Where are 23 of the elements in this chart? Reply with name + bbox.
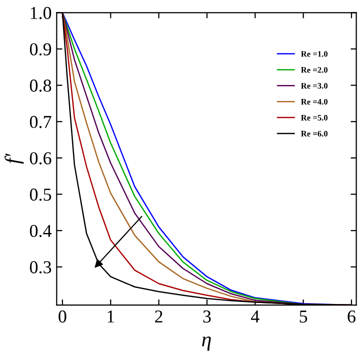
x-axis-title: η	[202, 336, 211, 351]
legend-label: Re =5.0	[301, 114, 328, 121]
legend-label: Re =2.0	[301, 67, 328, 73]
legend-label: Re =4.0	[301, 98, 328, 105]
y-tick-label: 1.0	[30, 6, 52, 20]
legend-label: Re =1.0	[301, 51, 328, 57]
x-tick-label: 3	[203, 310, 211, 323]
y-axis-title: f′	[4, 153, 24, 164]
x-tick-label: 0	[58, 310, 66, 323]
x-tick-label: 2	[155, 310, 162, 322]
x-tick-label: 6	[348, 310, 356, 323]
y-tick-label: 0.4	[30, 224, 52, 238]
x-tick-label: 1	[108, 310, 114, 322]
y-tick-label: 0.6	[30, 152, 52, 164]
x-tick-label: 4	[250, 310, 260, 322]
legend-label: Re =6.0	[301, 130, 328, 137]
y-tick-label: 0.8	[30, 80, 52, 92]
y-tick-label: 0.9	[30, 43, 52, 56]
y-tick-label: 0.7	[30, 116, 52, 128]
x-tick-label: 5	[300, 310, 308, 323]
y-tick-label: 0.3	[30, 261, 52, 274]
legend-label: Re =3.0	[301, 83, 328, 89]
y-tick-label: 0.5	[30, 188, 52, 201]
